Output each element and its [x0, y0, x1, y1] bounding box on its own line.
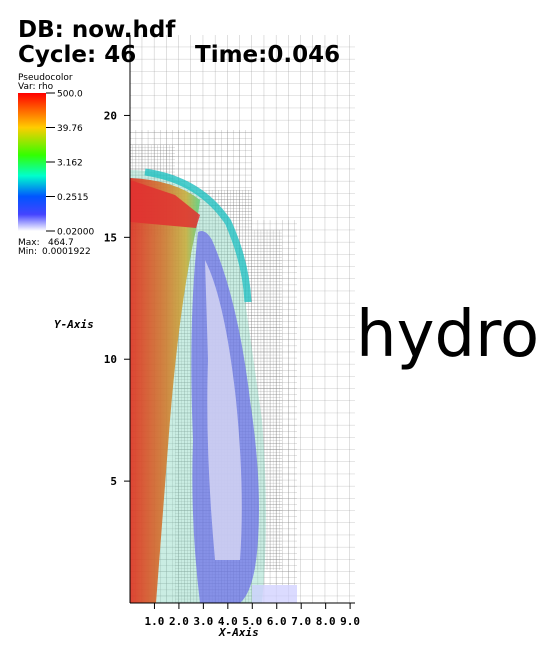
min-label: Min: [18, 247, 37, 257]
x-axis-label: X-Axis [218, 626, 259, 639]
watermark: hydro [356, 298, 539, 372]
x-tick-label: 8.0 [316, 615, 336, 628]
max-value: 464.7 [48, 238, 74, 248]
y-tick-label: 10 [104, 353, 117, 366]
x-tick-label: 6.0 [267, 615, 287, 628]
colorbar [18, 93, 46, 231]
x-tick-label: 9.0 [340, 615, 360, 628]
y-axis-label: Y-Axis [54, 318, 94, 331]
colorbar-tick-label: 0.02000 [57, 228, 94, 238]
min-value: 0.0001922 [42, 247, 91, 257]
legend-variable: Var: rho [18, 82, 54, 92]
y-tick-label: 15 [104, 231, 117, 244]
x-tick-label: 2.0 [169, 615, 189, 628]
x-tick-label: 7.0 [291, 615, 311, 628]
legend-plot: Pseudocolor [18, 73, 73, 83]
colorbar-tick-label: 0.2515 [57, 193, 89, 203]
field [130, 35, 355, 603]
colorbar-tick-label: 500.0 [57, 90, 83, 100]
y-tick-label: 5 [110, 475, 117, 488]
time-label: Time:0.046 [195, 42, 340, 68]
colorbar-tick-label: 39.76 [57, 124, 83, 134]
x-tick-label: 5.0 [242, 615, 262, 628]
x-tick-label: 4.0 [218, 615, 238, 628]
x-tick-label: 1.0 [145, 615, 165, 628]
db-label: DB: now.hdf [18, 17, 176, 43]
x-tick-label: 3.0 [193, 615, 213, 628]
colorbar-tick-label: 3.162 [57, 159, 83, 169]
max-label: Max: [18, 238, 40, 248]
cycle-label: Cycle: 46 [18, 42, 136, 68]
y-tick-label: 20 [104, 109, 117, 122]
